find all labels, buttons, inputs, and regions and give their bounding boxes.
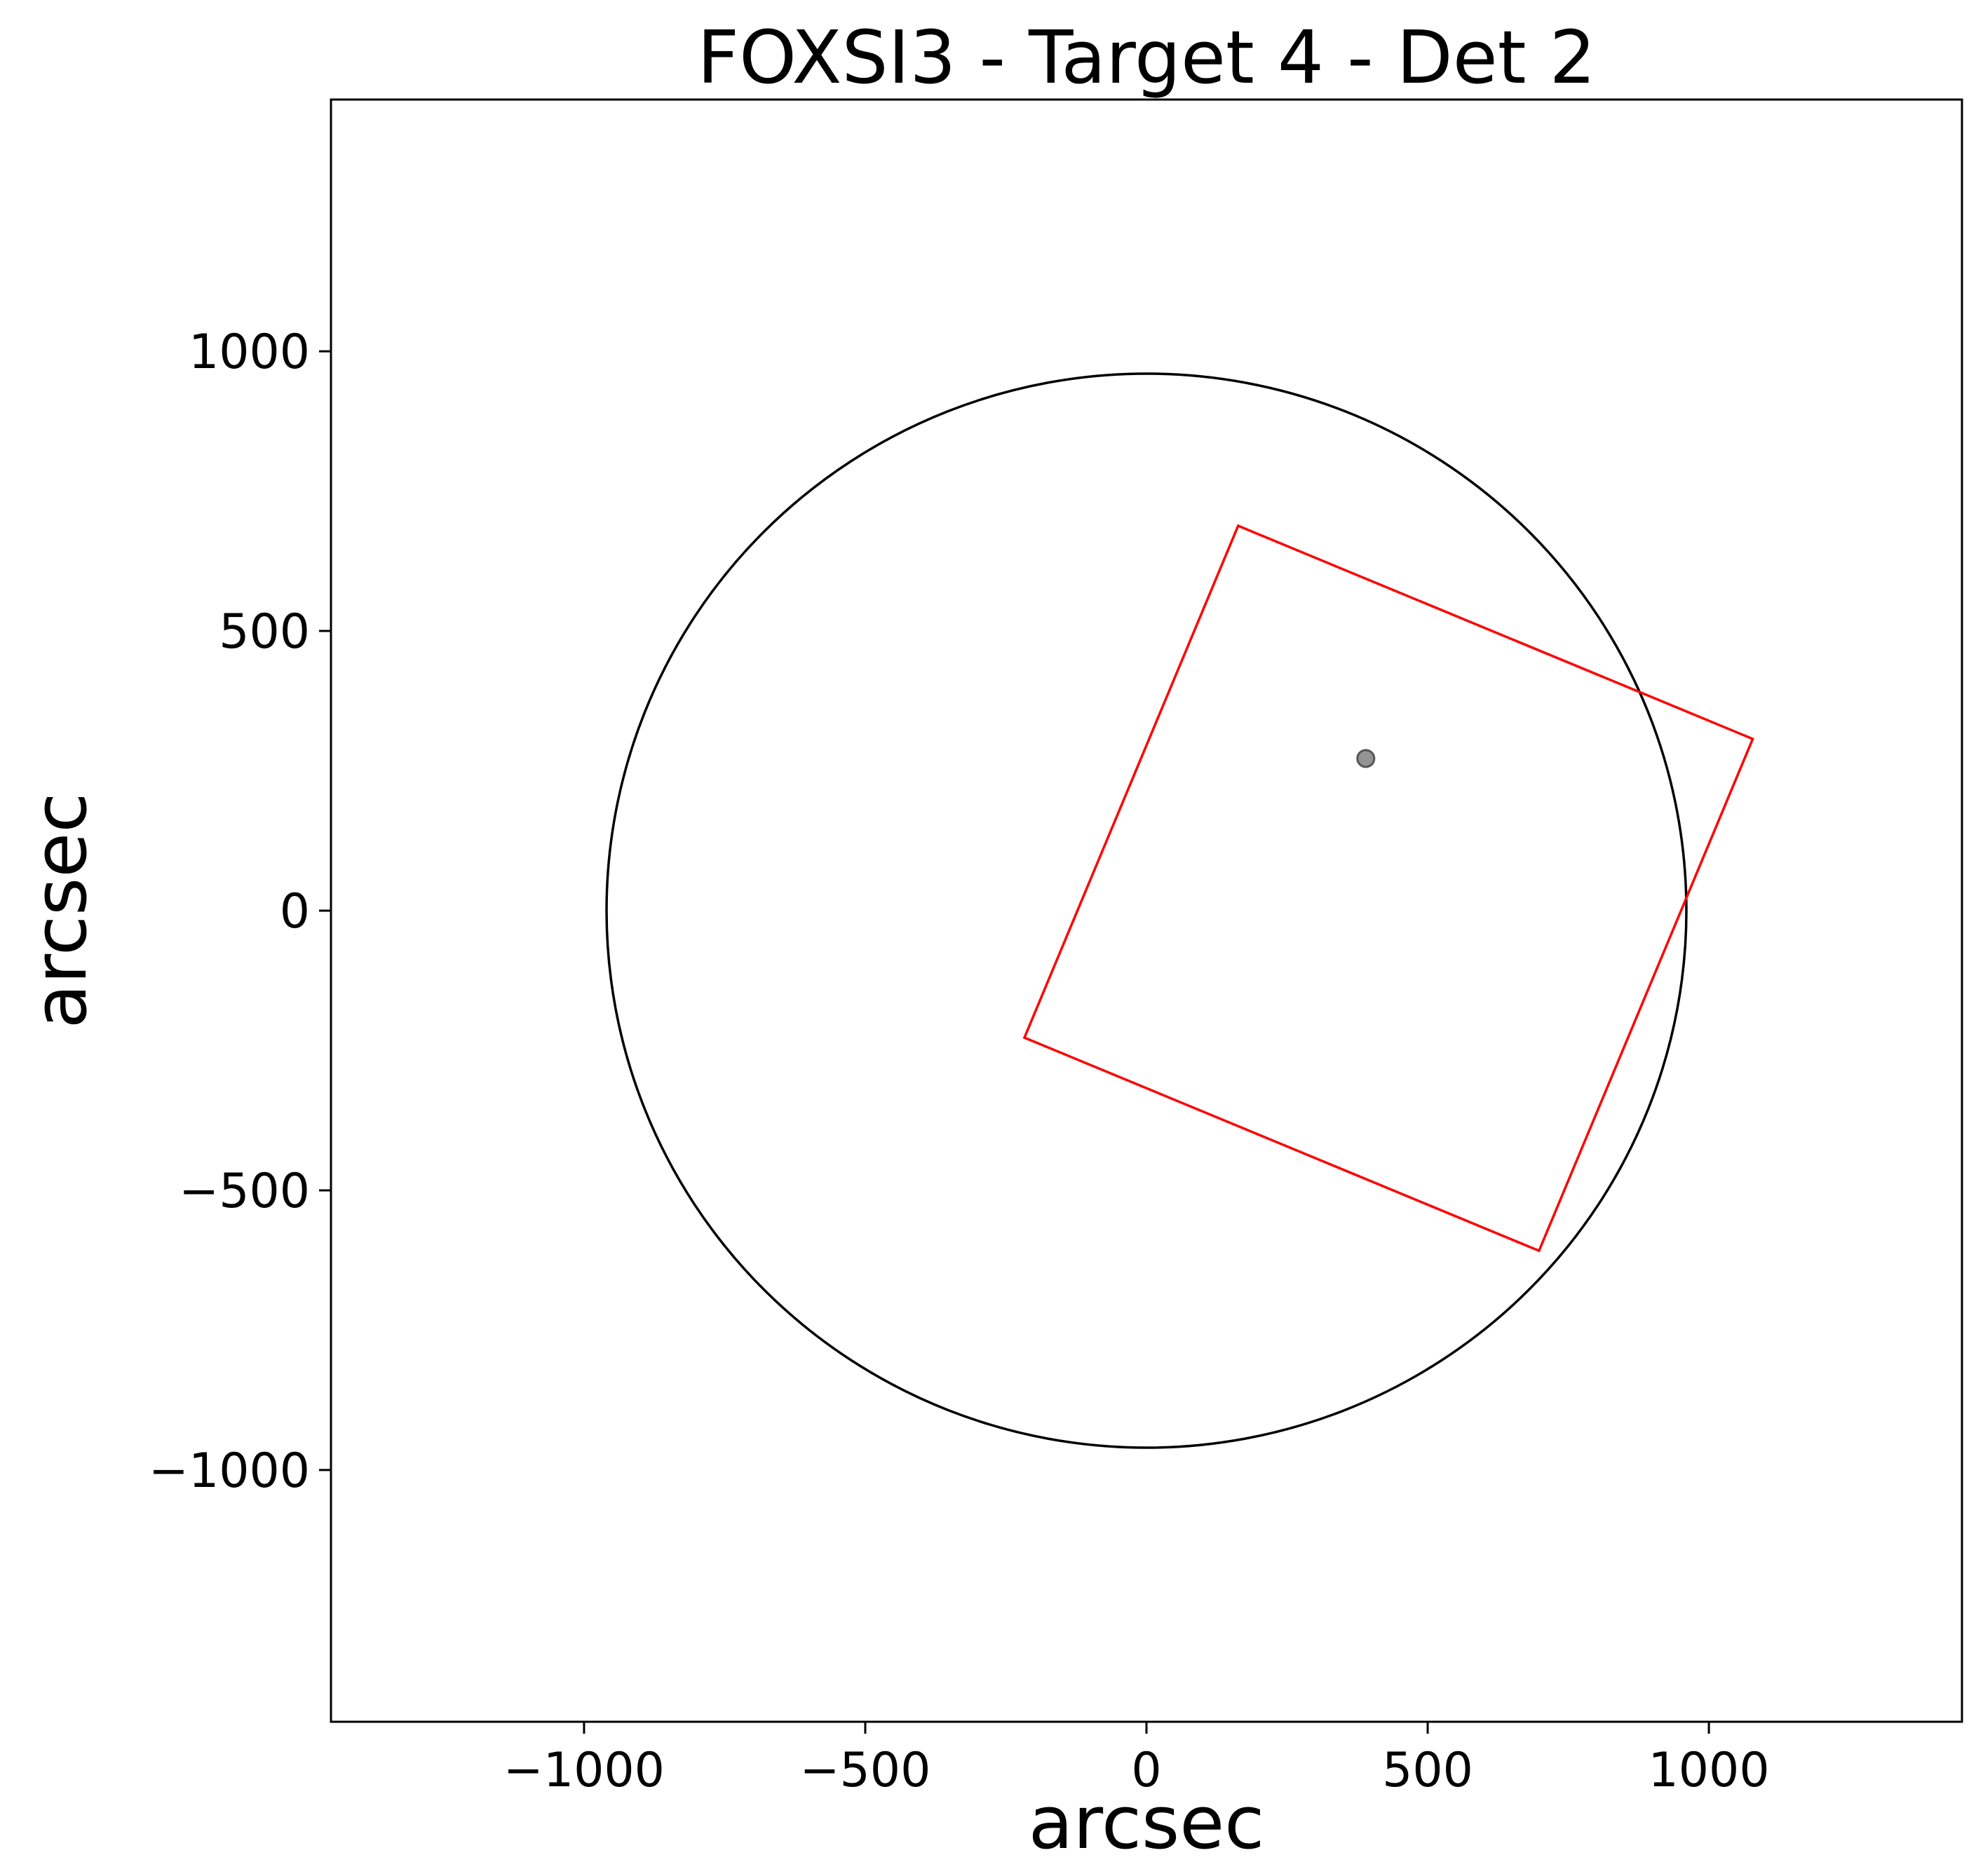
y-tick-label: −1000 bbox=[149, 1443, 310, 1499]
y-tick-label: 0 bbox=[280, 884, 310, 939]
plot-area-frame bbox=[330, 98, 1963, 1723]
solar-limb-circle bbox=[605, 372, 1688, 1449]
x-tick-label: 500 bbox=[1382, 1743, 1473, 1798]
x-axis-label: arcsec bbox=[1029, 1780, 1265, 1865]
target-point bbox=[1356, 749, 1376, 768]
y-tick-label: 500 bbox=[219, 604, 310, 660]
x-tick-label: −1000 bbox=[503, 1743, 665, 1798]
y-tick-label: 1000 bbox=[189, 325, 310, 380]
y-tick-label: −500 bbox=[179, 1164, 310, 1219]
x-tick-label: 1000 bbox=[1649, 1743, 1770, 1798]
detector-fov-square bbox=[1022, 524, 1754, 1253]
y-axis-label: arcsec bbox=[18, 793, 103, 1029]
x-tick-label: −500 bbox=[800, 1743, 931, 1798]
x-tick-label: 0 bbox=[1131, 1743, 1161, 1798]
chart-title: FOXSI3 - Target 4 - Det 2 bbox=[697, 15, 1595, 100]
